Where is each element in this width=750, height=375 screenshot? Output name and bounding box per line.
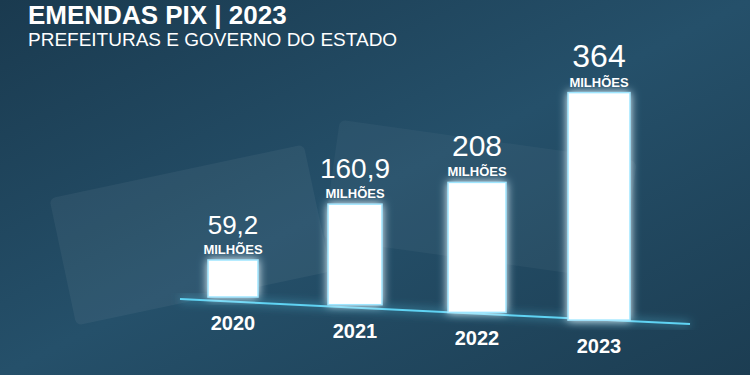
subtitle: PREFEITURAS E GOVERNO DO ESTADO — [28, 29, 397, 50]
chart: EMENDAS PIX | 2023PREFEITURAS E GOVERNO … — [0, 0, 750, 375]
category-label: 2020 — [211, 312, 256, 334]
data-label: 160,9MILHÕES — [320, 153, 390, 201]
bar — [328, 204, 382, 305]
bar — [448, 182, 506, 312]
data-label: 59,2MILHÕES — [203, 210, 263, 257]
title: EMENDAS PIX | 2023 — [28, 0, 287, 30]
data-label: 364MILHÕES — [569, 38, 629, 90]
category-label: 2023 — [577, 335, 622, 357]
data-label: 208MILHÕES — [447, 129, 507, 179]
bar — [568, 93, 630, 321]
bar — [208, 260, 258, 297]
decoration — [49, 144, 330, 325]
background — [0, 0, 750, 375]
bars — [208, 93, 630, 321]
category-label: 2022 — [455, 327, 500, 349]
category-label: 2021 — [333, 320, 378, 342]
